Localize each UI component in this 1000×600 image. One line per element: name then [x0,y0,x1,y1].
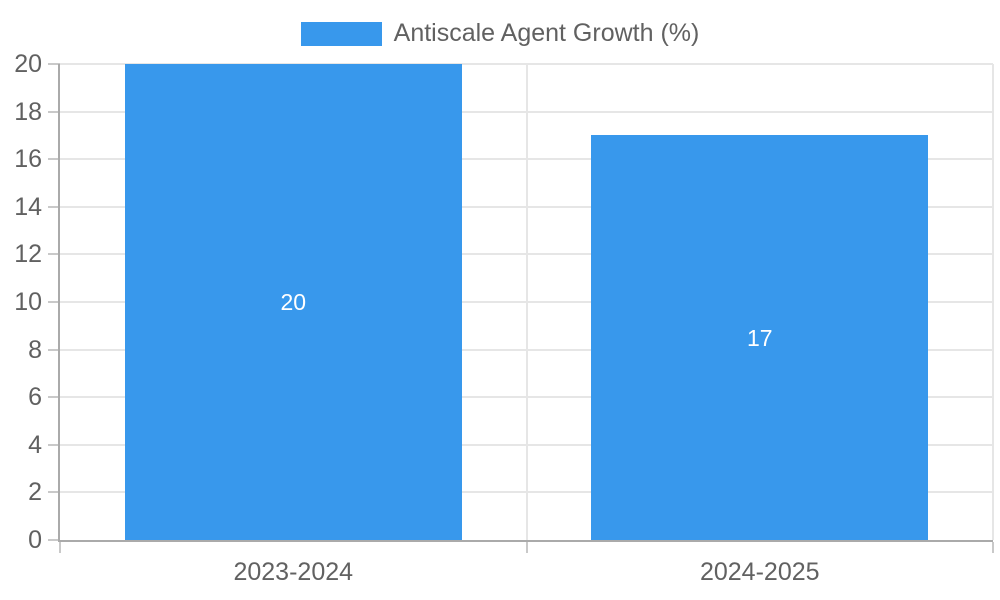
y-tick-mark [48,396,60,399]
y-tick-label: 12 [14,240,42,269]
x-axis-line [58,540,993,542]
x-category-label: 2023-2024 [233,558,354,586]
x-gridline [525,64,528,540]
bar-value-label: 20 [280,289,307,315]
x-tick-mark [59,542,61,553]
y-tick-label: 20 [14,50,42,78]
y-tick-mark [48,301,60,303]
y-tick-label: 14 [14,192,42,221]
bar-2023-2024[interactable] [124,64,462,540]
bar-value-label: 17 [746,324,773,351]
y-tick-mark [48,63,60,65]
y-tick-mark [48,158,60,161]
y-tick-label: 18 [14,97,42,126]
y-tick-mark [48,443,60,446]
y-tick-label: 2 [28,478,42,507]
y-tick-mark [48,205,60,208]
legend-label[interactable]: Antiscale Agent Growth (%) [393,19,700,47]
x-gridline [992,64,994,540]
chart-legend[interactable]: Antiscale Agent Growth (%) [0,19,1000,48]
y-tick-mark [48,539,60,541]
y-tick-label: 0 [28,526,42,554]
x-category-label: 2024-2025 [699,558,820,586]
bar-2024-2025[interactable] [591,135,929,540]
x-tick-mark [992,542,994,553]
y-tick-label: 16 [14,145,42,174]
x-tick-mark [525,542,528,553]
y-tick-mark [48,491,60,494]
y-tick-mark [48,110,60,113]
y-tick-label: 10 [14,288,42,316]
y-tick-mark [48,253,60,256]
legend-swatch[interactable] [300,21,382,46]
y-tick-label: 6 [28,383,42,412]
y-tick-label: 4 [28,430,42,459]
y-axis-line [58,64,60,542]
y-tick-label: 8 [28,335,42,364]
y-tick-mark [48,348,60,351]
